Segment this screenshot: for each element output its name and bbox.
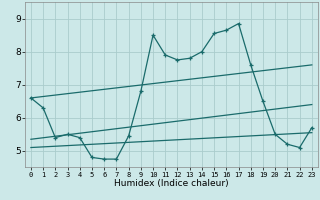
X-axis label: Humidex (Indice chaleur): Humidex (Indice chaleur) bbox=[114, 179, 229, 188]
